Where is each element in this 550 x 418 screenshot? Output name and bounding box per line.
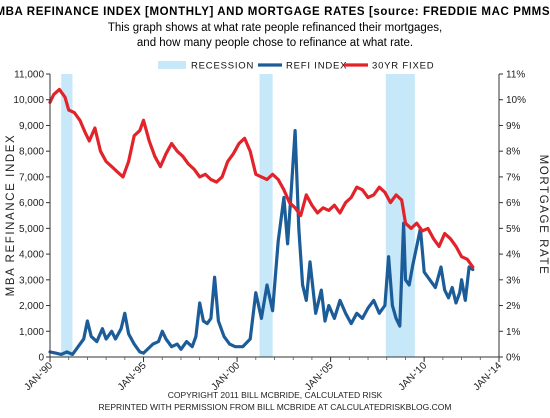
left-tick-label: 11,000 [14, 70, 44, 81]
legend-recession-label: RECESSION [191, 61, 254, 72]
right-tick-label: 1% [506, 327, 521, 338]
x-tick-label: JAN-'14 [471, 360, 504, 393]
chart-subtitle-line-2: and how many people chose to refinance a… [137, 37, 413, 49]
mortgage-rate-line [48, 87, 475, 269]
right-axis-label: MORTGAGE RATE [537, 155, 549, 276]
refi-index-series [48, 129, 475, 356]
right-tick-label: 4% [506, 250, 521, 261]
mortgage-rate-series [48, 87, 475, 269]
recession-bands [61, 74, 415, 357]
right-tick-label: 6% [506, 198, 521, 209]
x-tick-label: JAN-'95 [116, 360, 149, 393]
left-tick-label: 0 [38, 353, 44, 364]
chart-title: MBA REFINANCE INDEX [MONTHLY] AND MORTGA… [0, 6, 550, 18]
x-axis-ticks: JAN-'90 JAN-'95 JAN-'00 JAN-'05 JAN-'10 JAN-'… [22, 357, 504, 393]
right-tick-label: 3% [506, 275, 521, 286]
right-tick-label: 2% [506, 301, 521, 312]
left-tick-label: 4,000 [19, 250, 44, 261]
left-tick-label: 1,000 [19, 327, 44, 338]
recession-band-2 [259, 74, 273, 357]
legend-recession-swatch [158, 61, 186, 69]
left-tick-label: 6,000 [19, 198, 44, 209]
x-tick-label: JAN-'00 [209, 360, 242, 393]
x-tick-label: JAN-'05 [303, 360, 336, 393]
refi-index-line [48, 129, 475, 356]
left-tick-label: 10,000 [13, 95, 44, 106]
x-tick-label: JAN-'90 [22, 360, 55, 393]
left-tick-label: 8,000 [19, 147, 44, 158]
footer-reprint: REPRINTED WITH PERMISSION FROM BILL MCBR… [99, 402, 452, 412]
left-tick-label: 3,000 [19, 275, 44, 286]
recession-band-1 [61, 74, 73, 357]
chart-subtitle-line-1: This graph shows at what rate people ref… [108, 22, 442, 34]
right-axis-ticks: 0% 1% 2% 3% 4% 5% 6% 7% 8% 9% 10% 11% [499, 70, 526, 364]
left-tick-label: 7,000 [19, 172, 44, 183]
footer-copyright: COPYRIGHT 2011 BILL MCBRIDE, CALCULATED … [168, 390, 383, 400]
left-axis-label: MBA REFINANCE INDEX [5, 134, 17, 297]
right-tick-label: 10% [506, 95, 526, 106]
left-axis-ticks: 0 1,000 2,000 3,000 4,000 5,000 6,000 7,000 8,00… [13, 70, 50, 364]
plot-axes [49, 74, 500, 358]
right-tick-label: 8% [506, 147, 521, 158]
left-tick-label: 9,000 [19, 121, 44, 132]
right-tick-label: 11% [506, 70, 525, 81]
left-tick-label: 5,000 [19, 224, 44, 235]
right-tick-label: 0% [506, 353, 521, 364]
x-tick-label: JAN-'10 [397, 360, 430, 393]
right-tick-label: 7% [506, 172, 521, 183]
legend-rate-label: 30YR FIXED [372, 61, 434, 72]
right-tick-label: 5% [506, 224, 521, 235]
right-tick-label: 9% [506, 121, 521, 132]
legend-refi-label: REFI INDEX [286, 61, 347, 72]
left-tick-label: 2,000 [19, 301, 44, 312]
legend: RECESSION REFI INDEX 30YR FIXED [158, 61, 434, 72]
